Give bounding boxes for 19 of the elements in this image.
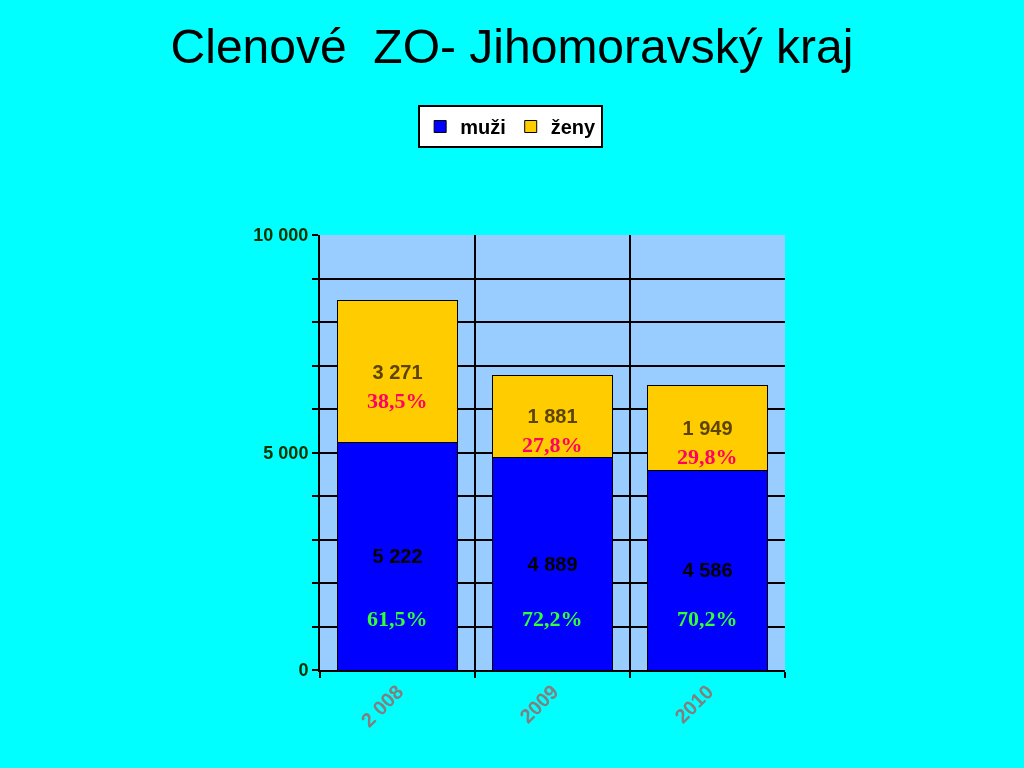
data-label: 4 586 — [682, 559, 733, 582]
data-label: 4 889 — [527, 552, 578, 575]
data-label: 1 949 — [682, 417, 733, 440]
legend-label: muži — [460, 116, 506, 139]
data-label: 5 222 — [372, 545, 423, 568]
y-tick-label: 0 — [298, 660, 309, 681]
y-tick-label: 5 000 — [263, 442, 309, 463]
data-label: 3 271 — [372, 360, 423, 383]
annotation: 27,8% — [522, 432, 583, 457]
chart-title: Clenové ZO- Jihomoravský kraj — [170, 19, 854, 73]
x-tick-label: 2 008 — [356, 680, 408, 732]
data-label: 1 881 — [527, 405, 578, 428]
legend-label: ženy — [550, 116, 597, 139]
annotation: 70,2% — [677, 606, 738, 631]
annotation: 72,2% — [522, 606, 583, 631]
annotation: 38,5% — [367, 388, 428, 413]
y-tick-label: 10 000 — [253, 225, 309, 246]
annotation: 29,8% — [677, 444, 738, 469]
annotation: 61,5% — [367, 606, 428, 631]
